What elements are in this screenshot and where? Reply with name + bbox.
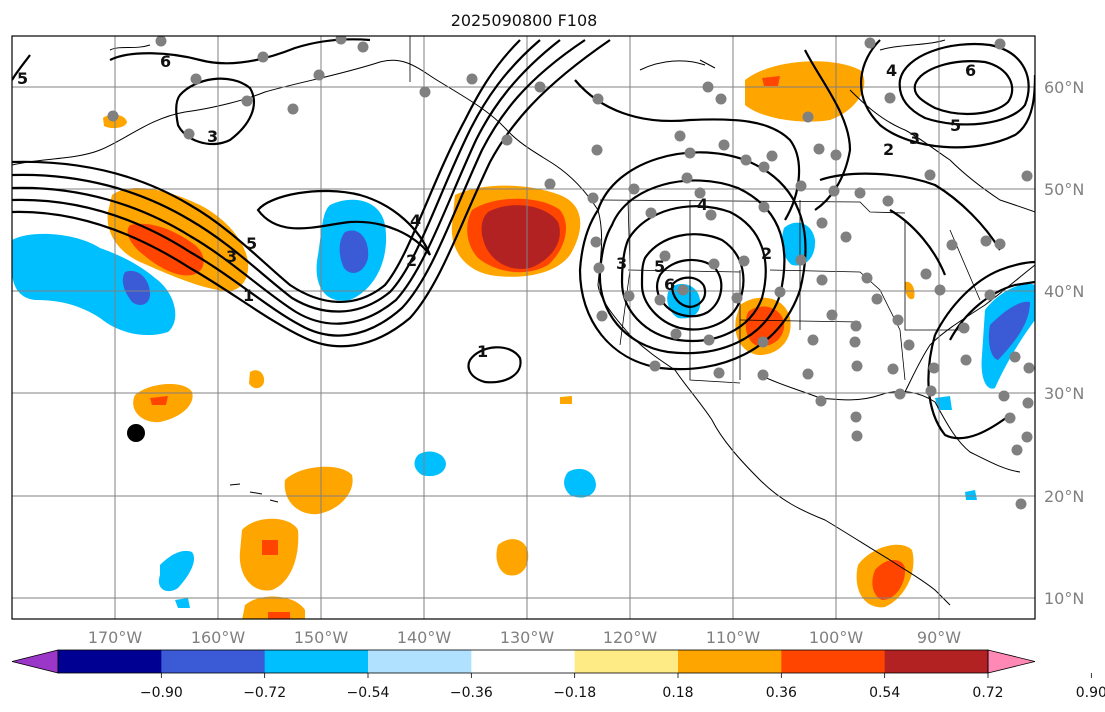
contour-label: 4 [410, 211, 421, 230]
lon-tick-label: 170°W [88, 628, 143, 647]
lat-tick-label: 40°N [1044, 282, 1084, 301]
contour-labels: 6 3 5 1 3 5 2 4 1 3 5 6 4 2 6 5 3 4 2 [17, 52, 976, 361]
map-frame [11, 35, 1036, 620]
colorbar-swatch [471, 650, 576, 673]
colorbar: −0.90 −0.72 −0.54 −0.36 −0.18 0.18 0.36 0.54 0.7… [11, 649, 1105, 701]
colorbar-tick-label: −0.72 [243, 685, 286, 701]
colorbar-extend-low [11, 649, 59, 674]
colorbar-tick-label: 0.90 [1076, 685, 1105, 701]
contour-label: 5 [246, 234, 257, 253]
highlight-point [127, 424, 145, 442]
contour-label: 4 [886, 61, 897, 80]
colorbar-tick-label: −0.90 [140, 685, 183, 701]
longitude-labels: 170°W 160°W 150°W 140°W 130°W 120°W 110°… [88, 628, 961, 647]
lon-tick-label: 120°W [603, 628, 658, 647]
colorbar-swatch [678, 650, 782, 673]
contour-label: 2 [761, 244, 772, 263]
colorbar-swatch [368, 650, 472, 673]
latitude-labels: 60°N 50°N 40°N 30°N 20°N 10°N [1044, 78, 1084, 608]
gridlines [12, 36, 1035, 619]
colorbar-swatch [884, 650, 989, 673]
contour-label: 6 [160, 52, 171, 71]
contour-label: 4 [697, 195, 708, 214]
contour-label: 1 [243, 286, 254, 305]
map-panel: 6 3 5 1 3 5 2 4 1 3 5 6 4 2 6 5 3 4 2 [11, 35, 1036, 620]
contour-label: 6 [965, 61, 976, 80]
contour-label: 2 [406, 251, 417, 270]
contour-label: 2 [883, 140, 894, 159]
contour-label: 3 [226, 247, 237, 266]
colorbar-swatch [58, 650, 162, 673]
lon-tick-label: 160°W [191, 628, 246, 647]
lon-tick-label: 130°W [500, 628, 555, 647]
contour-label: 3 [207, 127, 218, 146]
colorbar-swatch [161, 650, 266, 673]
lat-tick-label: 20°N [1044, 487, 1084, 506]
anomaly-positive-core [127, 223, 204, 276]
colorbar-tick-label: −0.36 [450, 685, 493, 701]
lat-tick-label: 60°N [1044, 78, 1084, 97]
colorbar-tick-label: 0.54 [869, 685, 900, 701]
colorbar-swatch [574, 650, 679, 673]
colorbar-frame [57, 649, 989, 674]
lat-tick-label: 50°N [1044, 180, 1084, 199]
station-dots [107, 36, 1035, 510]
lat-tick-label: 30°N [1044, 384, 1084, 403]
lon-tick-label: 140°W [397, 628, 452, 647]
colorbar-tick-label: −0.18 [553, 685, 596, 701]
coastlines [12, 39, 1035, 606]
colorbar-tick-label: −0.54 [347, 685, 390, 701]
contour-label: 5 [950, 116, 961, 135]
contour-label: 1 [477, 342, 488, 361]
colorbar-swatch [781, 650, 886, 673]
anomaly-positive-region [745, 61, 865, 122]
height-contours [12, 38, 1035, 440]
lon-tick-label: 100°W [809, 628, 864, 647]
map-title: 2025090800 F108 [451, 11, 598, 30]
contour-label: 3 [909, 129, 920, 148]
political-borders [409, 36, 981, 384]
colorbar-tick-label: 0.72 [972, 685, 1003, 701]
colorbar-tick-label: 0.18 [662, 685, 693, 701]
contour-label: 5 [17, 69, 28, 88]
lon-tick-label: 110°W [706, 628, 761, 647]
colorbar-extend-high [987, 649, 1036, 674]
anomaly-shading [12, 61, 1035, 619]
lon-tick-label: 150°W [294, 628, 349, 647]
lat-tick-label: 10°N [1044, 589, 1084, 608]
colorbar-tick-label: 0.36 [766, 685, 797, 701]
anomaly-positive-max [481, 205, 560, 269]
contour-label: 3 [616, 254, 627, 273]
anomaly-negative-region [12, 233, 176, 336]
colorbar-swatch [264, 650, 369, 673]
contour-label: 5 [654, 257, 665, 276]
contour-label: 6 [664, 275, 675, 294]
lon-tick-label: 90°W [917, 628, 961, 647]
